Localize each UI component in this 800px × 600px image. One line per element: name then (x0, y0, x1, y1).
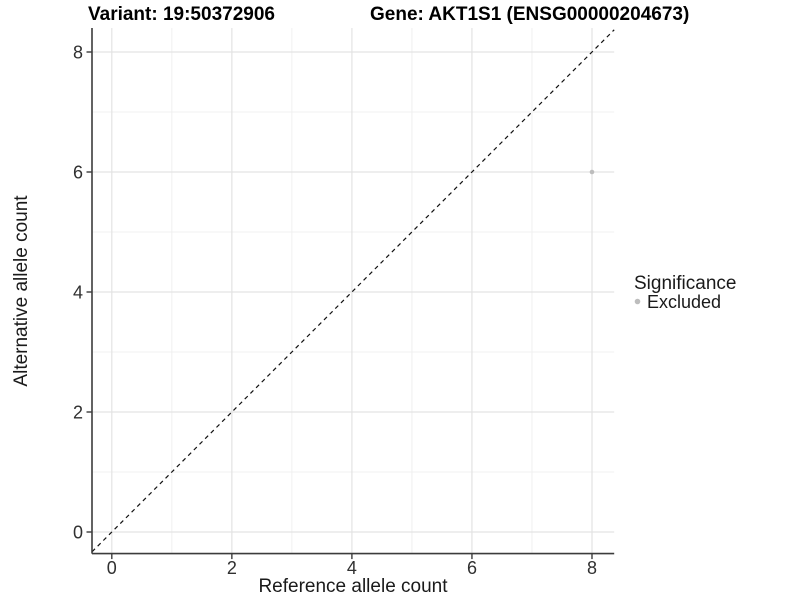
legend-key-point-icon (634, 298, 641, 305)
x-axis-title: Reference allele count (258, 576, 448, 597)
x-tick-label: 4 (347, 558, 357, 578)
y-tick-label: 6 (73, 163, 83, 183)
y-tick-label: 0 (73, 523, 83, 543)
y-axis-tick-labels: 0 2 4 6 8 (73, 43, 83, 543)
identity-reference-line (91, 29, 615, 553)
x-axis-tick-labels: 0 2 4 6 8 (107, 558, 597, 578)
x-tick-label: 8 (587, 558, 597, 578)
legend-item-label: Excluded (647, 292, 721, 312)
legend-title: Significance (634, 273, 736, 294)
y-tick-label: 2 (73, 403, 83, 423)
y-tick-label: 8 (73, 43, 83, 63)
minor-gridlines (92, 28, 615, 554)
data-point (589, 169, 595, 175)
variant-title: Variant: 19:50372906 (88, 4, 275, 25)
x-tick-label: 0 (107, 558, 117, 578)
legend: Significance Excluded (634, 273, 736, 312)
gene-title: Gene: AKT1S1 (ENSG00000204673) (370, 4, 689, 25)
axis-tick-marks (86, 51, 593, 560)
major-gridlines (92, 28, 615, 554)
y-tick-label: 4 (73, 283, 83, 303)
x-tick-label: 6 (467, 558, 477, 578)
data-points (589, 169, 595, 175)
y-axis-title: Alternative allele count (11, 195, 32, 387)
x-tick-label: 2 (227, 558, 237, 578)
